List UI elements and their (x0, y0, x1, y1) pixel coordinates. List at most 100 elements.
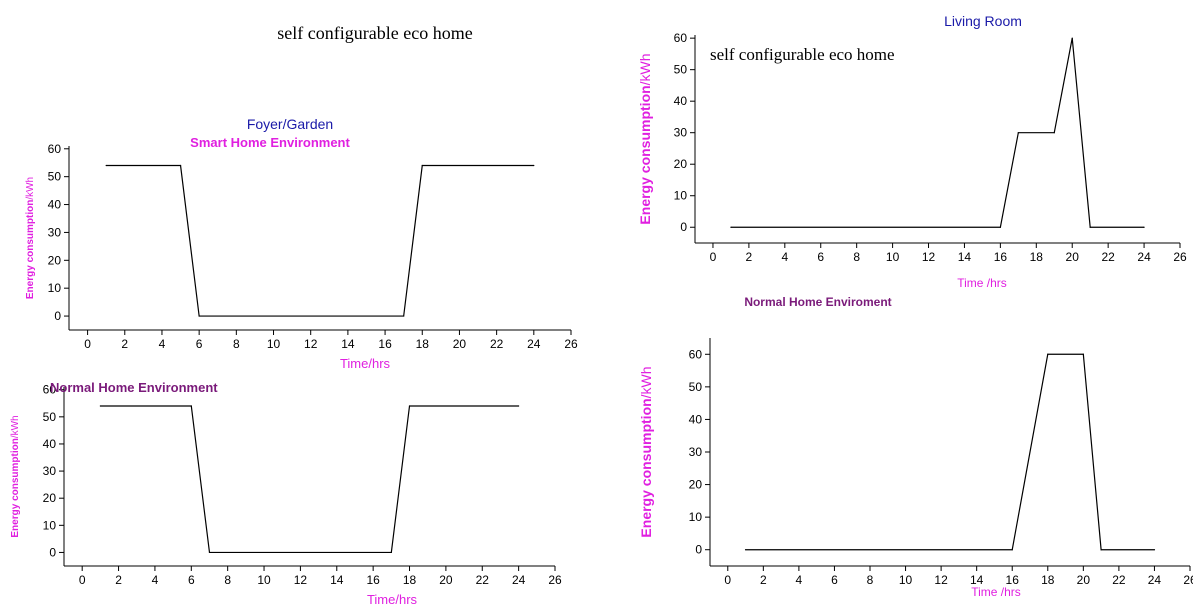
x-tick-label: 2 (115, 573, 122, 587)
data-point (1089, 226, 1091, 228)
x-tick-label: 0 (84, 337, 91, 351)
x-tick-label: 20 (439, 573, 453, 587)
x-tick-label: 24 (512, 573, 526, 587)
series-line (106, 164, 534, 317)
x-tick-label: 18 (1030, 250, 1044, 264)
x-tick-label: 26 (1183, 573, 1193, 587)
data-point (1053, 132, 1055, 134)
y-tick-label: 30 (689, 445, 703, 459)
data-point (179, 164, 182, 167)
chart-title: Foyer/Garden (247, 116, 333, 132)
data-point (105, 164, 107, 167)
chart-annotation: self configurable eco home (710, 45, 895, 64)
data-point (99, 405, 101, 407)
y-tick-label: 0 (54, 309, 61, 323)
x-tick-label: 4 (796, 573, 803, 587)
data-point (1143, 226, 1145, 228)
x-tick-label: 8 (224, 573, 231, 587)
x-tick-label: 2 (760, 573, 767, 587)
x-tick-label: 4 (159, 337, 166, 351)
y-tick-label: 40 (689, 412, 703, 426)
x-tick-label: 8 (233, 337, 240, 351)
data-point (1011, 549, 1013, 551)
x-tick-label: 6 (188, 573, 195, 587)
y-tick-label: 40 (48, 198, 62, 212)
x-axis-label: Time /hrs (957, 276, 1007, 290)
chart-title: Normal Home Enviroment (744, 295, 891, 309)
x-tick-label: 6 (817, 250, 824, 264)
y-axis-label: Energy consumption/kWh (638, 366, 654, 537)
data-point (1082, 353, 1084, 355)
x-tick-label: 18 (1041, 573, 1055, 587)
y-tick-label: 10 (43, 518, 57, 532)
data-point (403, 315, 405, 317)
y-tick-label: 50 (48, 170, 62, 184)
x-tick-label: 16 (994, 250, 1008, 264)
data-point (408, 405, 411, 407)
y-tick-label: 60 (43, 383, 57, 397)
data-point (1071, 37, 1073, 39)
chart-subtitle: Smart Home Environment (190, 135, 350, 150)
series-line (745, 353, 1155, 551)
x-tick-label: 0 (79, 573, 86, 587)
data-point (518, 405, 520, 407)
chart-title: Normal Home Environment (50, 380, 218, 395)
x-tick-label: 2 (746, 250, 753, 264)
x-tick-label: 22 (490, 337, 504, 351)
y-axis-label: Energy consumption/kWh (25, 177, 36, 299)
x-axis-label: Time /hrs (971, 585, 1021, 599)
x-axis-label: Time/hrs (367, 592, 418, 605)
y-tick-label: 50 (689, 380, 703, 394)
data-point (1047, 353, 1049, 355)
data-point (999, 226, 1001, 228)
x-tick-label: 12 (294, 573, 308, 587)
x-tick-label: 6 (831, 573, 838, 587)
y-tick-label: 40 (43, 437, 57, 451)
y-tick-label: 50 (674, 63, 688, 77)
y-tick-label: 20 (43, 491, 57, 505)
data-point (1153, 549, 1156, 551)
x-tick-label: 10 (886, 250, 900, 264)
y-tick-label: 0 (695, 543, 702, 557)
x-tick-label: 22 (1101, 250, 1115, 264)
y-tick-label: 20 (48, 253, 62, 267)
x-tick-label: 14 (970, 573, 984, 587)
x-tick-label: 24 (1148, 573, 1162, 587)
data-point (421, 164, 423, 167)
y-tick-label: 60 (48, 142, 62, 156)
x-tick-label: 12 (934, 573, 948, 587)
y-tick-label: 50 (43, 410, 57, 424)
figure-heading: self configurable eco home (277, 23, 472, 43)
x-tick-label: 16 (366, 573, 380, 587)
x-tick-label: 16 (378, 337, 392, 351)
x-tick-label: 4 (781, 250, 788, 264)
data-point (190, 405, 192, 407)
y-tick-label: 60 (674, 31, 688, 45)
y-tick-label: 40 (674, 94, 688, 108)
data-point (208, 551, 211, 554)
x-tick-label: 10 (257, 573, 271, 587)
x-tick-label: 12 (304, 337, 318, 351)
x-tick-label: 14 (330, 573, 344, 587)
data-point (390, 551, 392, 554)
x-tick-label: 10 (899, 573, 913, 587)
x-tick-label: 20 (453, 337, 467, 351)
y-tick-label: 30 (43, 464, 57, 478)
x-tick-label: 16 (1006, 573, 1020, 587)
chart-br: 010203040506002468101214161820222426Time… (638, 295, 1193, 599)
x-tick-label: 24 (527, 337, 541, 351)
y-tick-label: 0 (680, 220, 687, 234)
y-tick-label: 0 (49, 545, 56, 559)
data-point (730, 226, 732, 228)
y-tick-label: 30 (674, 126, 688, 140)
x-tick-label: 4 (152, 573, 159, 587)
x-tick-label: 12 (922, 250, 936, 264)
y-axis-label: Energy consumption/kWh (637, 53, 653, 224)
x-tick-label: 18 (416, 337, 430, 351)
x-tick-label: 8 (867, 573, 874, 587)
y-tick-label: 10 (48, 281, 62, 295)
x-tick-label: 6 (196, 337, 203, 351)
y-tick-label: 60 (689, 347, 703, 361)
